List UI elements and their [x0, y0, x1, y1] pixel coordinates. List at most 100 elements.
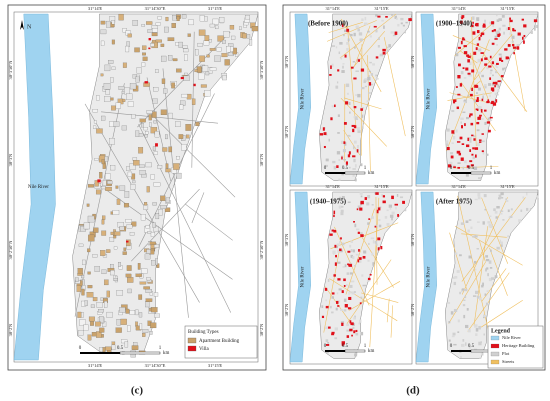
heritage-building	[359, 302, 362, 305]
building	[501, 243, 503, 247]
heritage-building	[343, 141, 346, 144]
building	[101, 269, 107, 275]
building	[467, 329, 471, 333]
heritage-building	[491, 29, 494, 33]
heritage-building	[408, 18, 412, 22]
heritage-building	[523, 40, 525, 44]
building	[346, 272, 350, 275]
heritage-building	[456, 106, 460, 110]
heritage-building	[345, 161, 348, 165]
building	[472, 295, 477, 297]
building	[150, 127, 158, 134]
building	[374, 240, 378, 244]
building	[147, 29, 153, 33]
building	[141, 62, 146, 67]
building	[90, 304, 95, 308]
building	[495, 66, 499, 68]
building	[375, 29, 378, 33]
street	[101, 111, 219, 124]
building	[129, 310, 136, 315]
building	[95, 321, 101, 327]
coord-label: 31°14'E	[88, 363, 103, 368]
building	[492, 23, 495, 28]
heritage-building	[484, 63, 488, 66]
heritage-building	[473, 51, 477, 55]
building	[478, 106, 482, 110]
building	[476, 221, 480, 223]
building	[112, 210, 120, 215]
heritage-building	[469, 160, 473, 163]
building	[178, 134, 184, 139]
heritage-building	[355, 329, 358, 333]
heritage-building	[144, 81, 148, 84]
building	[77, 330, 84, 336]
heritage-building	[489, 116, 493, 119]
building	[113, 235, 117, 239]
coord-label: 30°3'30"N	[8, 60, 13, 80]
building	[344, 264, 347, 268]
building	[363, 22, 368, 26]
building	[137, 263, 141, 270]
building	[379, 53, 384, 57]
heritage-building	[456, 150, 461, 154]
building	[333, 166, 337, 170]
building	[508, 216, 511, 219]
building	[336, 81, 339, 84]
heritage-building	[480, 34, 483, 37]
building	[391, 14, 393, 17]
building	[451, 142, 454, 144]
building	[355, 70, 359, 72]
building	[146, 249, 151, 254]
heritage-building	[356, 208, 359, 211]
building	[338, 51, 341, 55]
street	[367, 55, 371, 172]
building	[473, 166, 478, 171]
building	[173, 163, 180, 170]
street	[489, 247, 508, 296]
building	[363, 80, 366, 84]
building	[496, 246, 500, 250]
building	[472, 16, 475, 20]
building	[200, 84, 207, 88]
heritage-building	[490, 87, 495, 91]
building	[353, 158, 356, 163]
district	[319, 191, 413, 359]
building	[344, 29, 347, 33]
building	[151, 307, 158, 313]
street	[326, 20, 377, 42]
building	[530, 30, 533, 34]
heritage-building	[347, 307, 352, 310]
building	[98, 309, 104, 313]
building	[489, 21, 492, 25]
building	[331, 63, 334, 67]
heritage-building	[478, 36, 481, 41]
building	[121, 339, 128, 344]
heritage-building	[474, 154, 477, 158]
building	[367, 280, 371, 282]
heritage-building	[509, 17, 511, 20]
heritage-building	[341, 341, 345, 345]
building	[511, 35, 515, 39]
building	[469, 139, 472, 143]
heritage-building	[466, 144, 470, 148]
building	[202, 65, 209, 72]
heritage-building	[491, 61, 495, 65]
heritage-building	[382, 200, 386, 204]
building	[400, 17, 404, 21]
building	[366, 202, 370, 206]
building	[224, 59, 230, 66]
building	[491, 83, 495, 86]
building	[346, 284, 348, 286]
building	[139, 281, 147, 285]
heritage-building	[334, 262, 337, 266]
building	[145, 289, 152, 293]
building	[336, 243, 340, 246]
building	[467, 94, 470, 97]
building	[482, 282, 484, 286]
building	[171, 23, 176, 28]
scale-bar	[80, 352, 120, 354]
building	[468, 255, 472, 259]
heritage-building	[450, 155, 454, 159]
scale-bar	[344, 171, 366, 175]
building	[346, 329, 350, 332]
